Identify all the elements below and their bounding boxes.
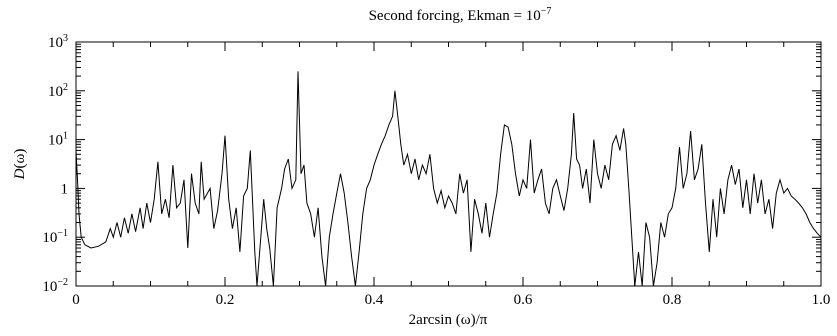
- y-tick-label: 10−1: [42, 228, 68, 246]
- y-tick-label: 10−2: [42, 277, 68, 295]
- chart-title: Second forcing, Ekman = 10−7: [369, 6, 552, 24]
- x-tick-label: 0.4: [365, 292, 384, 308]
- y-tick-label-base: 10: [48, 35, 63, 51]
- chart-title-text: Second forcing, Ekman = 10: [369, 8, 541, 24]
- y-axis-label-symbol: D: [12, 168, 28, 180]
- y-tick-label: 102: [48, 82, 68, 100]
- y-tick-label-exponent: −1: [57, 228, 68, 239]
- y-tick-label-exponent: 2: [63, 82, 68, 93]
- y-tick-label-exponent: 1: [63, 131, 68, 142]
- x-tick-label: 0.6: [514, 292, 533, 308]
- x-axis: 0 0.2 0.4 0.6 0.8 1.0: [72, 42, 830, 308]
- y-tick-label-base: 10: [42, 230, 57, 246]
- y-axis-label-arg: (ω): [12, 149, 28, 169]
- chart-title-exponent: −7: [541, 6, 552, 17]
- y-tick-label-exponent: −2: [57, 277, 68, 288]
- y-tick-label: 1: [61, 181, 69, 197]
- y-tick-label-base: 1: [61, 181, 69, 197]
- y-tick-label-base: 10: [48, 133, 63, 149]
- series-line: [75, 71, 822, 287]
- y-axis-label: D(ω): [12, 149, 28, 181]
- y-tick-label-exponent: 3: [63, 33, 68, 44]
- x-tick-label: 0: [72, 292, 80, 308]
- y-tick-label-base: 10: [42, 279, 57, 295]
- y-tick-label: 103: [48, 33, 68, 51]
- x-tick-label: 0.8: [663, 292, 682, 308]
- y-tick-label-base: 10: [48, 84, 63, 100]
- x-tick-label: 0.2: [216, 292, 235, 308]
- y-tick-label: 101: [48, 131, 68, 149]
- x-axis-label: 2arcsin (ω)/π: [409, 312, 488, 328]
- x-tick-label: 1.0: [812, 292, 831, 308]
